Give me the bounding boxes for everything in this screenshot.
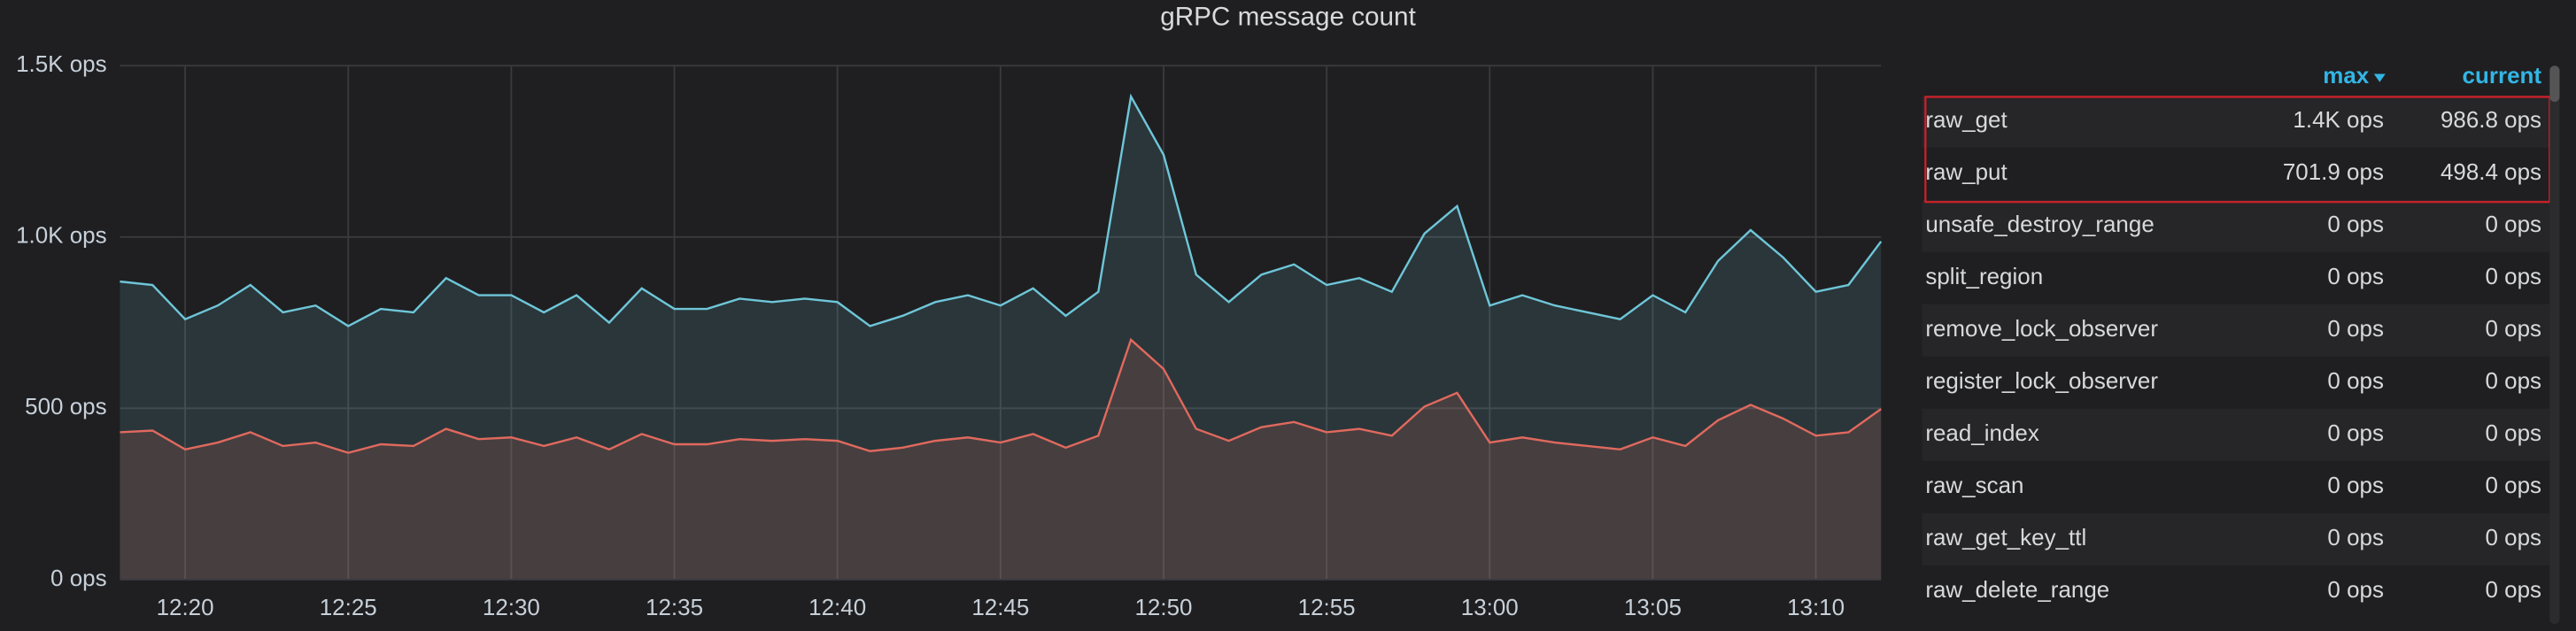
legend-row-background <box>1922 512 2550 566</box>
legend-series-name[interactable]: register_lock_observer <box>1925 367 2158 394</box>
legend-series-name[interactable]: unsafe_destroy_range <box>1925 211 2154 237</box>
legend-row-background <box>1922 408 2550 461</box>
legend-max: 0 ops <box>2327 472 2384 498</box>
legend-current: 0 ops <box>2486 524 2542 550</box>
legend-series-name[interactable]: raw_delete_range <box>1925 576 2109 603</box>
x-tick-label: 12:25 <box>320 594 377 620</box>
legend-current: 0 ops <box>2486 419 2542 446</box>
legend-series-name[interactable]: remove_lock_observer <box>1925 315 2158 342</box>
legend-current: 0 ops <box>2486 315 2542 342</box>
x-tick-label: 12:30 <box>483 594 540 620</box>
x-tick-label: 12:35 <box>646 594 703 620</box>
legend-max: 0 ops <box>2327 576 2384 603</box>
legend-row-background <box>1922 304 2550 357</box>
x-tick-label: 12:20 <box>157 594 214 620</box>
y-tick-label: 1.0K ops <box>16 222 107 249</box>
legend-current: 498.4 ops <box>2441 158 2541 185</box>
legend-series-name[interactable]: read_index <box>1925 419 2039 446</box>
legend-current: 0 ops <box>2486 211 2542 237</box>
legend-current: 0 ops <box>2486 472 2542 498</box>
legend-header: max <box>2323 62 2370 88</box>
chart-title: gRPC message count <box>1160 2 1416 31</box>
legend-current: 0 ops <box>2486 367 2542 394</box>
legend-current: 986.8 ops <box>2441 106 2541 133</box>
x-tick-label: 13:05 <box>1624 594 1682 620</box>
legend-row-background <box>1922 95 2550 148</box>
legend-max: 0 ops <box>2327 263 2384 289</box>
legend-backgrounds <box>1922 95 2550 566</box>
scrollbar-thumb[interactable] <box>2549 65 2560 103</box>
x-tick-label: 12:50 <box>1134 594 1192 620</box>
legend-max: 0 ops <box>2327 315 2384 342</box>
area-fill <box>120 96 1882 580</box>
area-fill <box>120 339 1882 580</box>
legend-current: 0 ops <box>2486 576 2542 603</box>
legend-max: 0 ops <box>2327 524 2384 550</box>
x-tick-label: 12:55 <box>1298 594 1356 620</box>
legend-series-name[interactable]: raw_scan <box>1925 472 2023 498</box>
x-tick-label: 12:40 <box>808 594 866 620</box>
legend-max: 0 ops <box>2327 419 2384 446</box>
series-line <box>120 93 1883 327</box>
legend-series-name[interactable]: raw_get_key_ttl <box>1925 524 2086 550</box>
legend-row-background <box>1922 199 2550 252</box>
legend-series-name[interactable]: raw_get <box>1925 106 2007 133</box>
legend-max: 0 ops <box>2327 211 2384 237</box>
legend-max: 1.4K ops <box>2293 106 2384 133</box>
legend-series-name[interactable]: raw_put <box>1925 158 2007 185</box>
series-line <box>120 337 1882 454</box>
y-tick-label: 500 ops <box>25 393 106 419</box>
legend-series-name[interactable]: split_region <box>1925 263 2043 289</box>
x-tick-label: 13:10 <box>1787 594 1845 620</box>
legend-current: 0 ops <box>2486 263 2542 289</box>
x-tick-label: 13:00 <box>1461 594 1519 620</box>
y-tick-label: 0 ops <box>50 565 107 591</box>
y-tick-label: 1.5K ops <box>16 50 107 77</box>
legend-max: 701.9 ops <box>2283 158 2384 185</box>
x-tick-label: 12:45 <box>971 594 1029 620</box>
scrollbar-track <box>2549 65 2560 625</box>
sort-arrow <box>2373 73 2386 82</box>
legend-max: 0 ops <box>2327 367 2384 394</box>
legend-header: current <box>2463 62 2542 88</box>
